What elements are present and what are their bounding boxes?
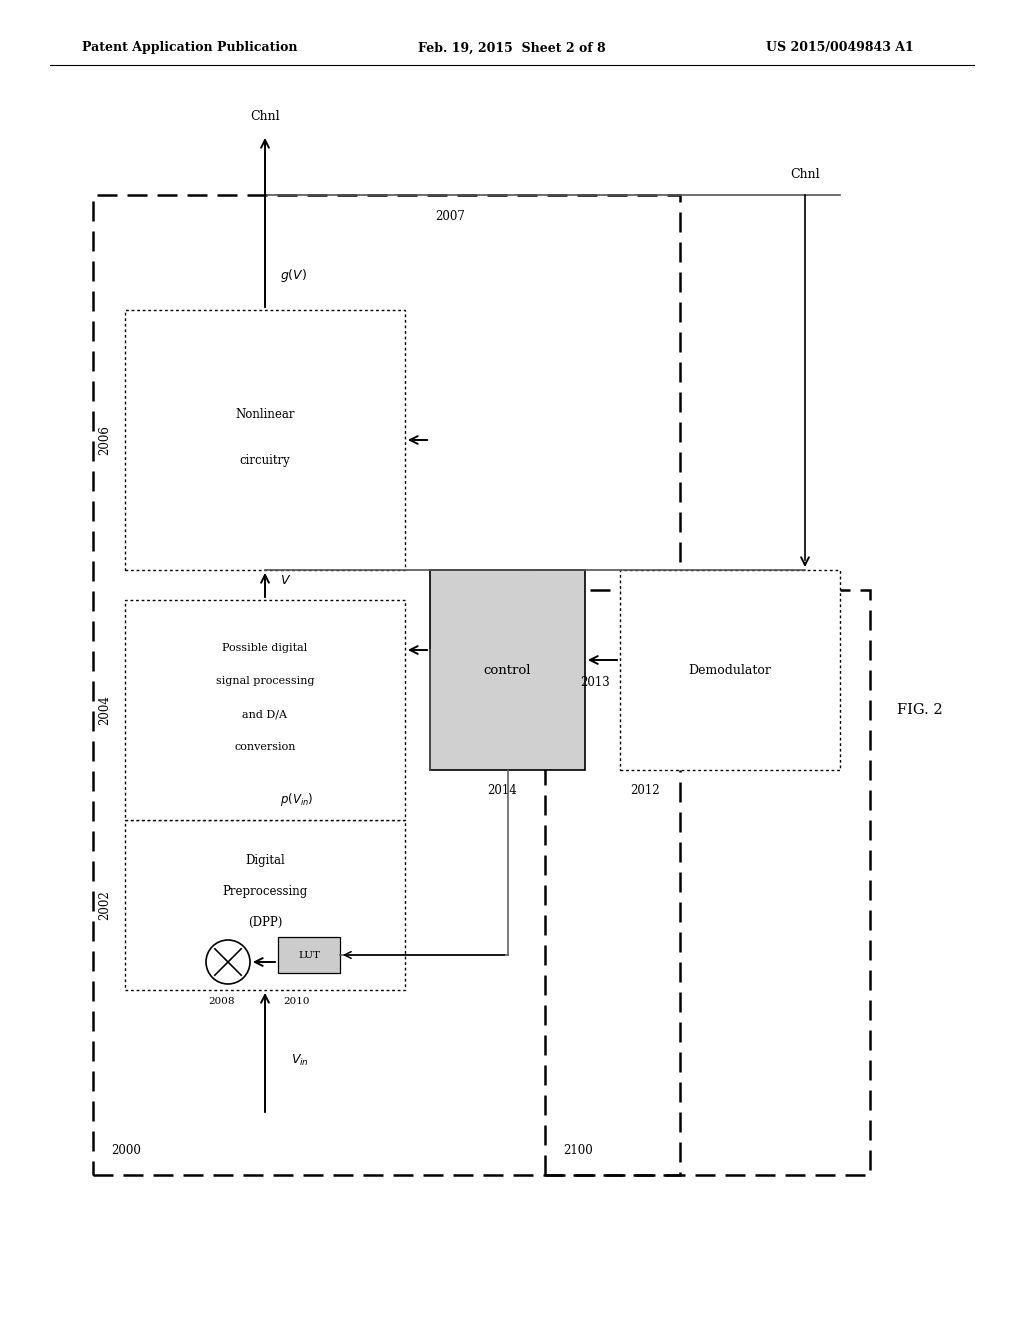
Text: (DPP): (DPP) <box>248 916 283 928</box>
Text: 2012: 2012 <box>630 784 659 796</box>
Bar <box>430 570 585 770</box>
Text: Patent Application Publication: Patent Application Publication <box>82 41 298 54</box>
Text: LUT: LUT <box>298 950 319 960</box>
Bar <box>93 195 680 1175</box>
Text: $p(V_{in})$: $p(V_{in})$ <box>280 792 313 808</box>
Text: 2013: 2013 <box>581 676 610 689</box>
Bar <box>125 820 406 990</box>
Bar <box>620 570 840 770</box>
Text: 2014: 2014 <box>487 784 517 796</box>
Bar <box>125 310 406 570</box>
Bar <box>278 937 340 973</box>
Bar <box>545 590 870 1175</box>
Bar <box>125 601 406 820</box>
Text: 2008: 2008 <box>208 998 234 1006</box>
Text: and D/A: and D/A <box>243 709 288 719</box>
Text: control: control <box>483 664 531 676</box>
Text: Preprocessing: Preprocessing <box>222 884 307 898</box>
Text: 2004: 2004 <box>98 696 112 725</box>
Text: Feb. 19, 2015  Sheet 2 of 8: Feb. 19, 2015 Sheet 2 of 8 <box>418 41 606 54</box>
Text: Chnl: Chnl <box>791 169 820 181</box>
Text: Digital: Digital <box>245 854 285 867</box>
Text: $V_{in}$: $V_{in}$ <box>291 1052 309 1068</box>
Text: 2007: 2007 <box>435 210 465 223</box>
Text: $g(V)$: $g(V)$ <box>280 267 307 284</box>
Text: Possible digital: Possible digital <box>222 643 307 653</box>
Text: 2100: 2100 <box>563 1144 593 1158</box>
Text: conversion: conversion <box>234 742 296 752</box>
Text: FIG. 2: FIG. 2 <box>897 704 943 717</box>
Text: 2000: 2000 <box>111 1144 141 1158</box>
Text: signal processing: signal processing <box>216 676 314 686</box>
Text: US 2015/0049843 A1: US 2015/0049843 A1 <box>766 41 913 54</box>
Text: circuitry: circuitry <box>240 454 291 467</box>
Text: $V$: $V$ <box>280 573 291 586</box>
Text: 2002: 2002 <box>98 890 112 920</box>
Text: Demodulator: Demodulator <box>688 664 771 676</box>
Text: 2010: 2010 <box>283 998 309 1006</box>
Text: Nonlinear: Nonlinear <box>236 408 295 421</box>
Text: Chnl: Chnl <box>250 111 280 124</box>
Text: 2006: 2006 <box>98 425 112 455</box>
